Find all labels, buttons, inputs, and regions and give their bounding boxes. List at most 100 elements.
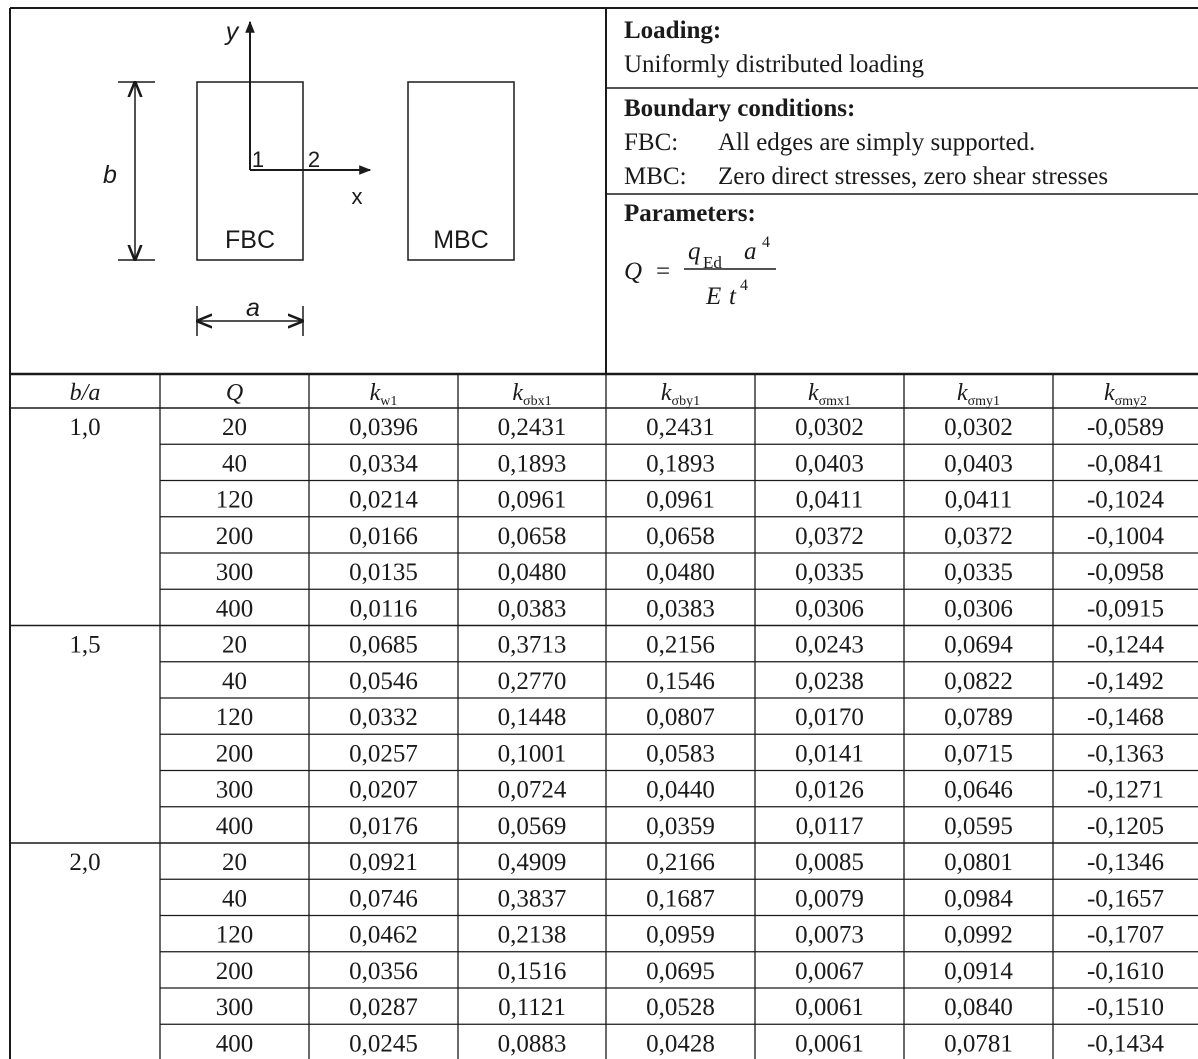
table-cell: -0,1434	[1087, 1030, 1165, 1057]
table-cell: 0,1687	[646, 885, 715, 912]
table-cell: 0,0243	[795, 632, 864, 659]
mbc-plate	[407, 81, 515, 261]
table-cell: 0,0359	[646, 813, 715, 840]
table-cell: 0,0921	[349, 849, 418, 876]
table-cell: 0,0961	[646, 487, 715, 514]
table-cell: 0,0403	[944, 450, 1013, 477]
table-cell: 0,0569	[498, 813, 567, 840]
table-cell: 1,0	[69, 414, 100, 441]
table-cell: 0,1546	[646, 668, 715, 695]
table-cell: 200	[216, 958, 254, 985]
table-cell: 2,0	[69, 849, 100, 876]
table-cell: 400	[216, 813, 254, 840]
mbc-description: Zero direct stresses, zero shear stresse…	[718, 163, 1108, 190]
table-cell: 0,0383	[498, 595, 567, 622]
table-cell: 0,0428	[646, 1030, 715, 1057]
table-cell: 0,0067	[795, 958, 864, 985]
table-cell: 0,0411	[945, 487, 1013, 514]
table-cell: 0,0546	[349, 668, 418, 695]
table-row: 300 0,0135 0,0480 0,0480 0,0335 0,0335 -0,0958	[216, 559, 1164, 586]
formula-t: t	[729, 283, 737, 310]
table-cell: 40	[222, 668, 247, 695]
dimension-a-label: a	[246, 294, 260, 322]
column-header: b/a	[70, 380, 101, 406]
table-row: 120 0,0332 0,1448 0,0807 0,0170 0,0789 -0,1468	[216, 704, 1164, 731]
table-cell: 0,0306	[795, 595, 864, 622]
table-cell: 0,1516	[498, 958, 567, 985]
table-cell: 0,0207	[349, 777, 418, 804]
table-cell: 0,0170	[795, 704, 864, 731]
formula-a: a	[744, 238, 757, 265]
table-cell: 0,0695	[646, 958, 715, 985]
table-cell: 0,0073	[795, 922, 864, 949]
table-cell: -0,1492	[1087, 668, 1164, 695]
table-cell: 40	[222, 450, 247, 477]
formula-q: q	[688, 238, 701, 265]
table-cell: 0,0694	[944, 632, 1013, 659]
formula-q-sub: Ed	[703, 253, 722, 272]
table-cell: 0,3713	[498, 632, 567, 659]
table-cell: 0,0176	[349, 813, 418, 840]
loading-section: Loading: Uniformly distributed loading	[624, 17, 924, 78]
table-cell: 0,0646	[944, 777, 1013, 804]
table-cell: 120	[216, 704, 254, 731]
column-header: kσby1	[661, 380, 700, 409]
table-cell: 0,0302	[944, 414, 1013, 441]
table-cell: 0,0335	[795, 559, 864, 586]
table-cell: 0,0658	[498, 523, 567, 550]
table-cell: 0,0807	[646, 704, 715, 731]
table-cell: 0,0117	[796, 813, 864, 840]
table-cell: 0,0746	[349, 885, 418, 912]
dimension-b-label: b	[103, 161, 117, 189]
table-cell: 0,1121	[498, 994, 566, 1021]
table-cell: 0,0480	[498, 559, 567, 586]
table-cell: 20	[222, 414, 247, 441]
table-cell: 0,0079	[795, 885, 864, 912]
table-cell: 0,4909	[498, 849, 567, 876]
column-header: kw1	[370, 380, 398, 409]
table-cell: 0,0372	[795, 523, 864, 550]
table-row: 1,0 20 0,0396 0,2431 0,2431 0,0302 0,0302 -0,05…	[69, 414, 1164, 441]
table-cell: 0,0403	[795, 450, 864, 477]
boundary-section: Boundary conditions: FBC: All edges are …	[624, 95, 1108, 190]
table-cell: 0,0166	[349, 523, 418, 550]
table-cell: 0,0334	[349, 450, 418, 477]
table-cell: 0,1893	[498, 450, 567, 477]
table-row: 120 0,0214 0,0961 0,0961 0,0411 0,0411 -0,1024	[216, 487, 1165, 514]
boundary-heading: Boundary conditions:	[624, 95, 855, 122]
table-cell: 0,0126	[795, 777, 864, 804]
column-header: kσmy2	[1104, 380, 1147, 409]
table-cell: -0,0589	[1087, 414, 1164, 441]
table-cell: 300	[216, 994, 254, 1021]
table-cell: 0,0061	[795, 1030, 864, 1057]
table-cell: 0,2156	[646, 632, 715, 659]
table-cell: -0,1510	[1087, 994, 1164, 1021]
table-cell: 400	[216, 1030, 254, 1057]
table-cell: -0,1346	[1087, 849, 1164, 876]
table-row: 400 0,0245 0,0883 0,0428 0,0061 0,0781 -0,1434	[216, 1030, 1165, 1057]
table-cell: 0,0724	[498, 777, 567, 804]
table-cell: 0,0583	[646, 740, 715, 767]
table-cell: 0,0883	[498, 1030, 567, 1057]
formula-lhs: Q	[624, 258, 642, 285]
table-cell: 1,5	[69, 632, 100, 659]
table-cell: 0,0214	[349, 487, 418, 514]
table-cell: 0,2431	[498, 414, 567, 441]
table-row: 200 0,0166 0,0658 0,0658 0,0372 0,0372 -0,1004	[216, 523, 1165, 550]
fbc-label: FBC	[225, 226, 275, 254]
table-cell: 0,0715	[944, 740, 1013, 767]
table-cell: -0,1657	[1087, 885, 1164, 912]
table-cell: 0,0287	[349, 994, 418, 1021]
table-cell: 0,0781	[944, 1030, 1013, 1057]
table-cell: 0,2166	[646, 849, 715, 876]
mbc-key: MBC:	[624, 163, 687, 190]
table-cell: 20	[222, 632, 247, 659]
table-cell: 0,0984	[944, 885, 1013, 912]
table-cell: -0,0958	[1087, 559, 1164, 586]
table-cell: 0,0480	[646, 559, 715, 586]
loading-heading: Loading:	[624, 17, 721, 44]
table-cell: 0,0306	[944, 595, 1013, 622]
table-cell: 0,0914	[944, 958, 1013, 985]
